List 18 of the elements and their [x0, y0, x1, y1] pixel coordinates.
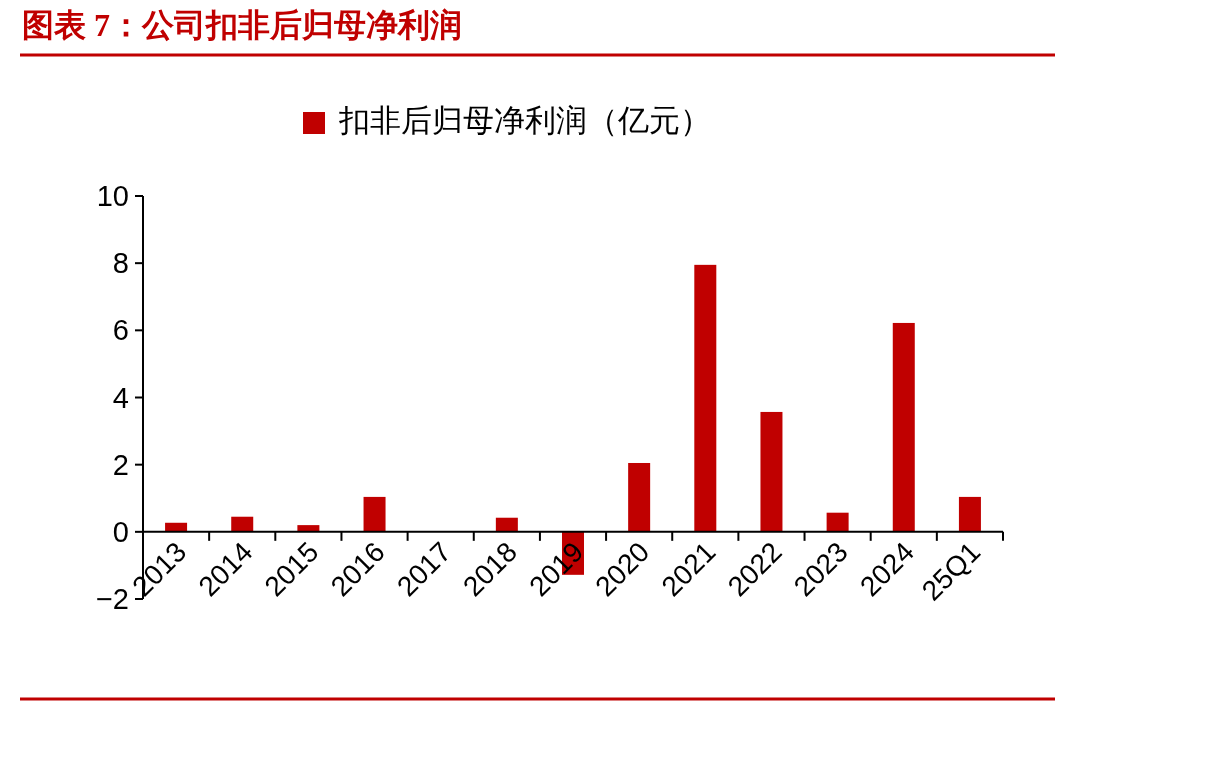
y-tick-label: 8 — [112, 247, 129, 280]
chart-title: 图表 7：公司扣非后归母净利润 — [22, 7, 462, 43]
bar — [231, 516, 254, 532]
y-tick-label: 2 — [112, 448, 129, 481]
bar — [628, 462, 651, 532]
bar — [495, 517, 518, 532]
y-tick-label: 0 — [112, 515, 129, 548]
bar — [694, 264, 717, 532]
y-tick-label: 10 — [96, 180, 129, 212]
y-tick-label: −2 — [95, 583, 129, 615]
bar — [958, 496, 981, 532]
y-tick-label: 6 — [112, 314, 129, 347]
bar — [892, 322, 915, 532]
legend-label: 扣非后归母净利润（亿元） — [338, 103, 711, 138]
y-tick-label: 4 — [112, 381, 129, 414]
bar — [760, 411, 783, 532]
bar — [363, 496, 386, 532]
bar — [826, 512, 849, 532]
